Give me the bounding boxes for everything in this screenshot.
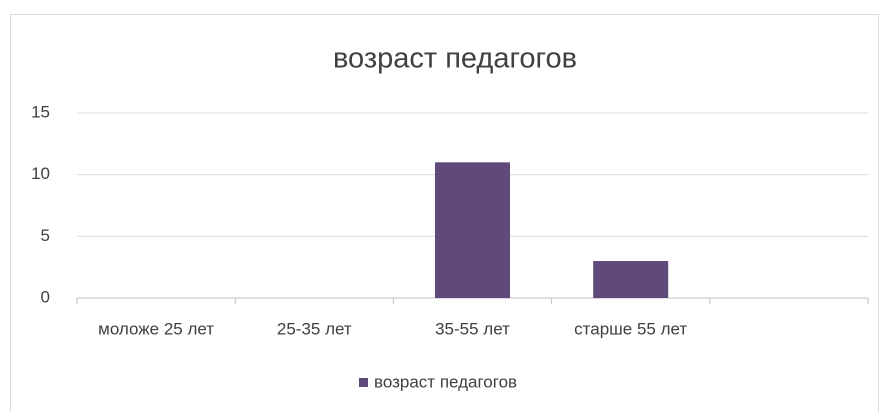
bar <box>593 261 669 298</box>
bar <box>435 162 510 298</box>
y-tick-label: 5 <box>41 226 50 245</box>
chart-title: возраст педагогов <box>333 43 577 75</box>
y-tick-label: 0 <box>41 287 50 306</box>
x-tick-label: 35-55 лет <box>435 319 510 338</box>
y-tick-label: 10 <box>31 164 50 183</box>
x-tick-label: моложе 25 лет <box>98 319 214 338</box>
legend-swatch <box>359 378 368 387</box>
y-tick-label: 15 <box>31 102 50 121</box>
x-tick-label: старше 55 лет <box>574 319 687 338</box>
x-tick-label: 25-35 лет <box>277 319 352 338</box>
legend-label: возраст педагогов <box>374 372 517 391</box>
